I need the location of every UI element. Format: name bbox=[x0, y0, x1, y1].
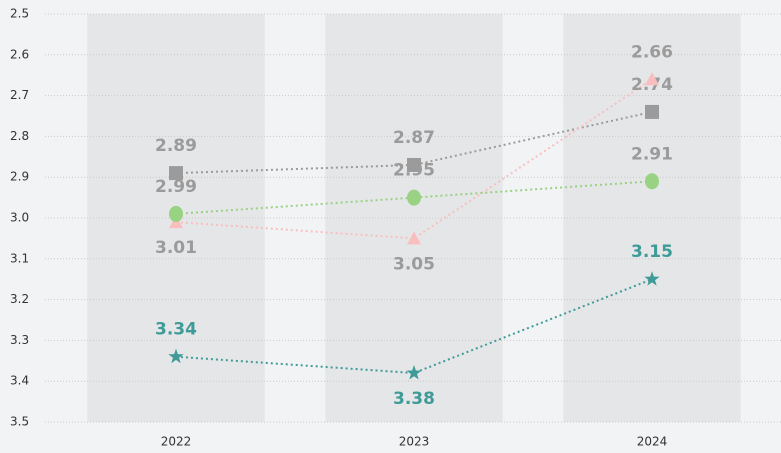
x-tick-label: 2024 bbox=[637, 435, 668, 449]
data-label: 3.01 bbox=[155, 238, 197, 258]
data-label: 3.34 bbox=[155, 320, 197, 340]
marker bbox=[168, 348, 184, 364]
marker bbox=[407, 231, 421, 245]
y-tick-label: 3.2 bbox=[10, 292, 29, 306]
data-label: 3.05 bbox=[393, 254, 435, 274]
series-line bbox=[175, 110, 653, 175]
data-label: 2.89 bbox=[155, 136, 197, 156]
marker bbox=[407, 157, 421, 172]
data-label: 3.15 bbox=[631, 242, 673, 262]
y-tick-label: 3.3 bbox=[10, 333, 29, 347]
data-label: 2.95 bbox=[393, 161, 435, 181]
x-tick-label: 2022 bbox=[161, 435, 192, 449]
y-tick-label: 2.5 bbox=[10, 7, 29, 21]
data-label: 2.87 bbox=[393, 128, 435, 148]
marker bbox=[406, 365, 422, 380]
marker bbox=[169, 166, 183, 181]
marker bbox=[645, 104, 659, 119]
y-tick-label: 2.7 bbox=[10, 88, 29, 102]
marker bbox=[407, 189, 421, 206]
marker bbox=[645, 173, 659, 190]
data-label: 2.99 bbox=[155, 177, 197, 197]
y-tick-label: 3.0 bbox=[10, 211, 29, 225]
y-tick-label: 2.8 bbox=[10, 129, 29, 143]
y-tick-label: 3.1 bbox=[10, 251, 29, 265]
y-tick-label: 3.5 bbox=[10, 415, 29, 429]
data-label: 2.91 bbox=[631, 144, 673, 164]
y-tick-label: 2.6 bbox=[10, 47, 29, 61]
x-tick-label: 2023 bbox=[399, 435, 430, 449]
data-label: 2.66 bbox=[631, 42, 673, 62]
marker bbox=[645, 72, 659, 86]
data-label: 3.38 bbox=[393, 389, 435, 409]
y-tick-label: 3.4 bbox=[10, 374, 29, 388]
marker bbox=[644, 271, 660, 286]
y-tick-label: 2.9 bbox=[10, 170, 29, 184]
marker bbox=[169, 205, 183, 222]
